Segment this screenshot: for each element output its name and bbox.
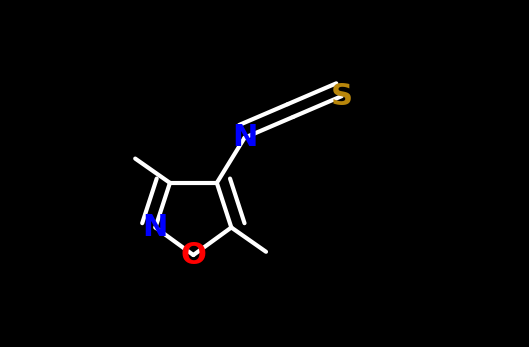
Text: N: N — [143, 213, 168, 242]
Text: S: S — [331, 82, 353, 111]
Text: O: O — [180, 240, 206, 270]
Text: N: N — [232, 123, 257, 152]
